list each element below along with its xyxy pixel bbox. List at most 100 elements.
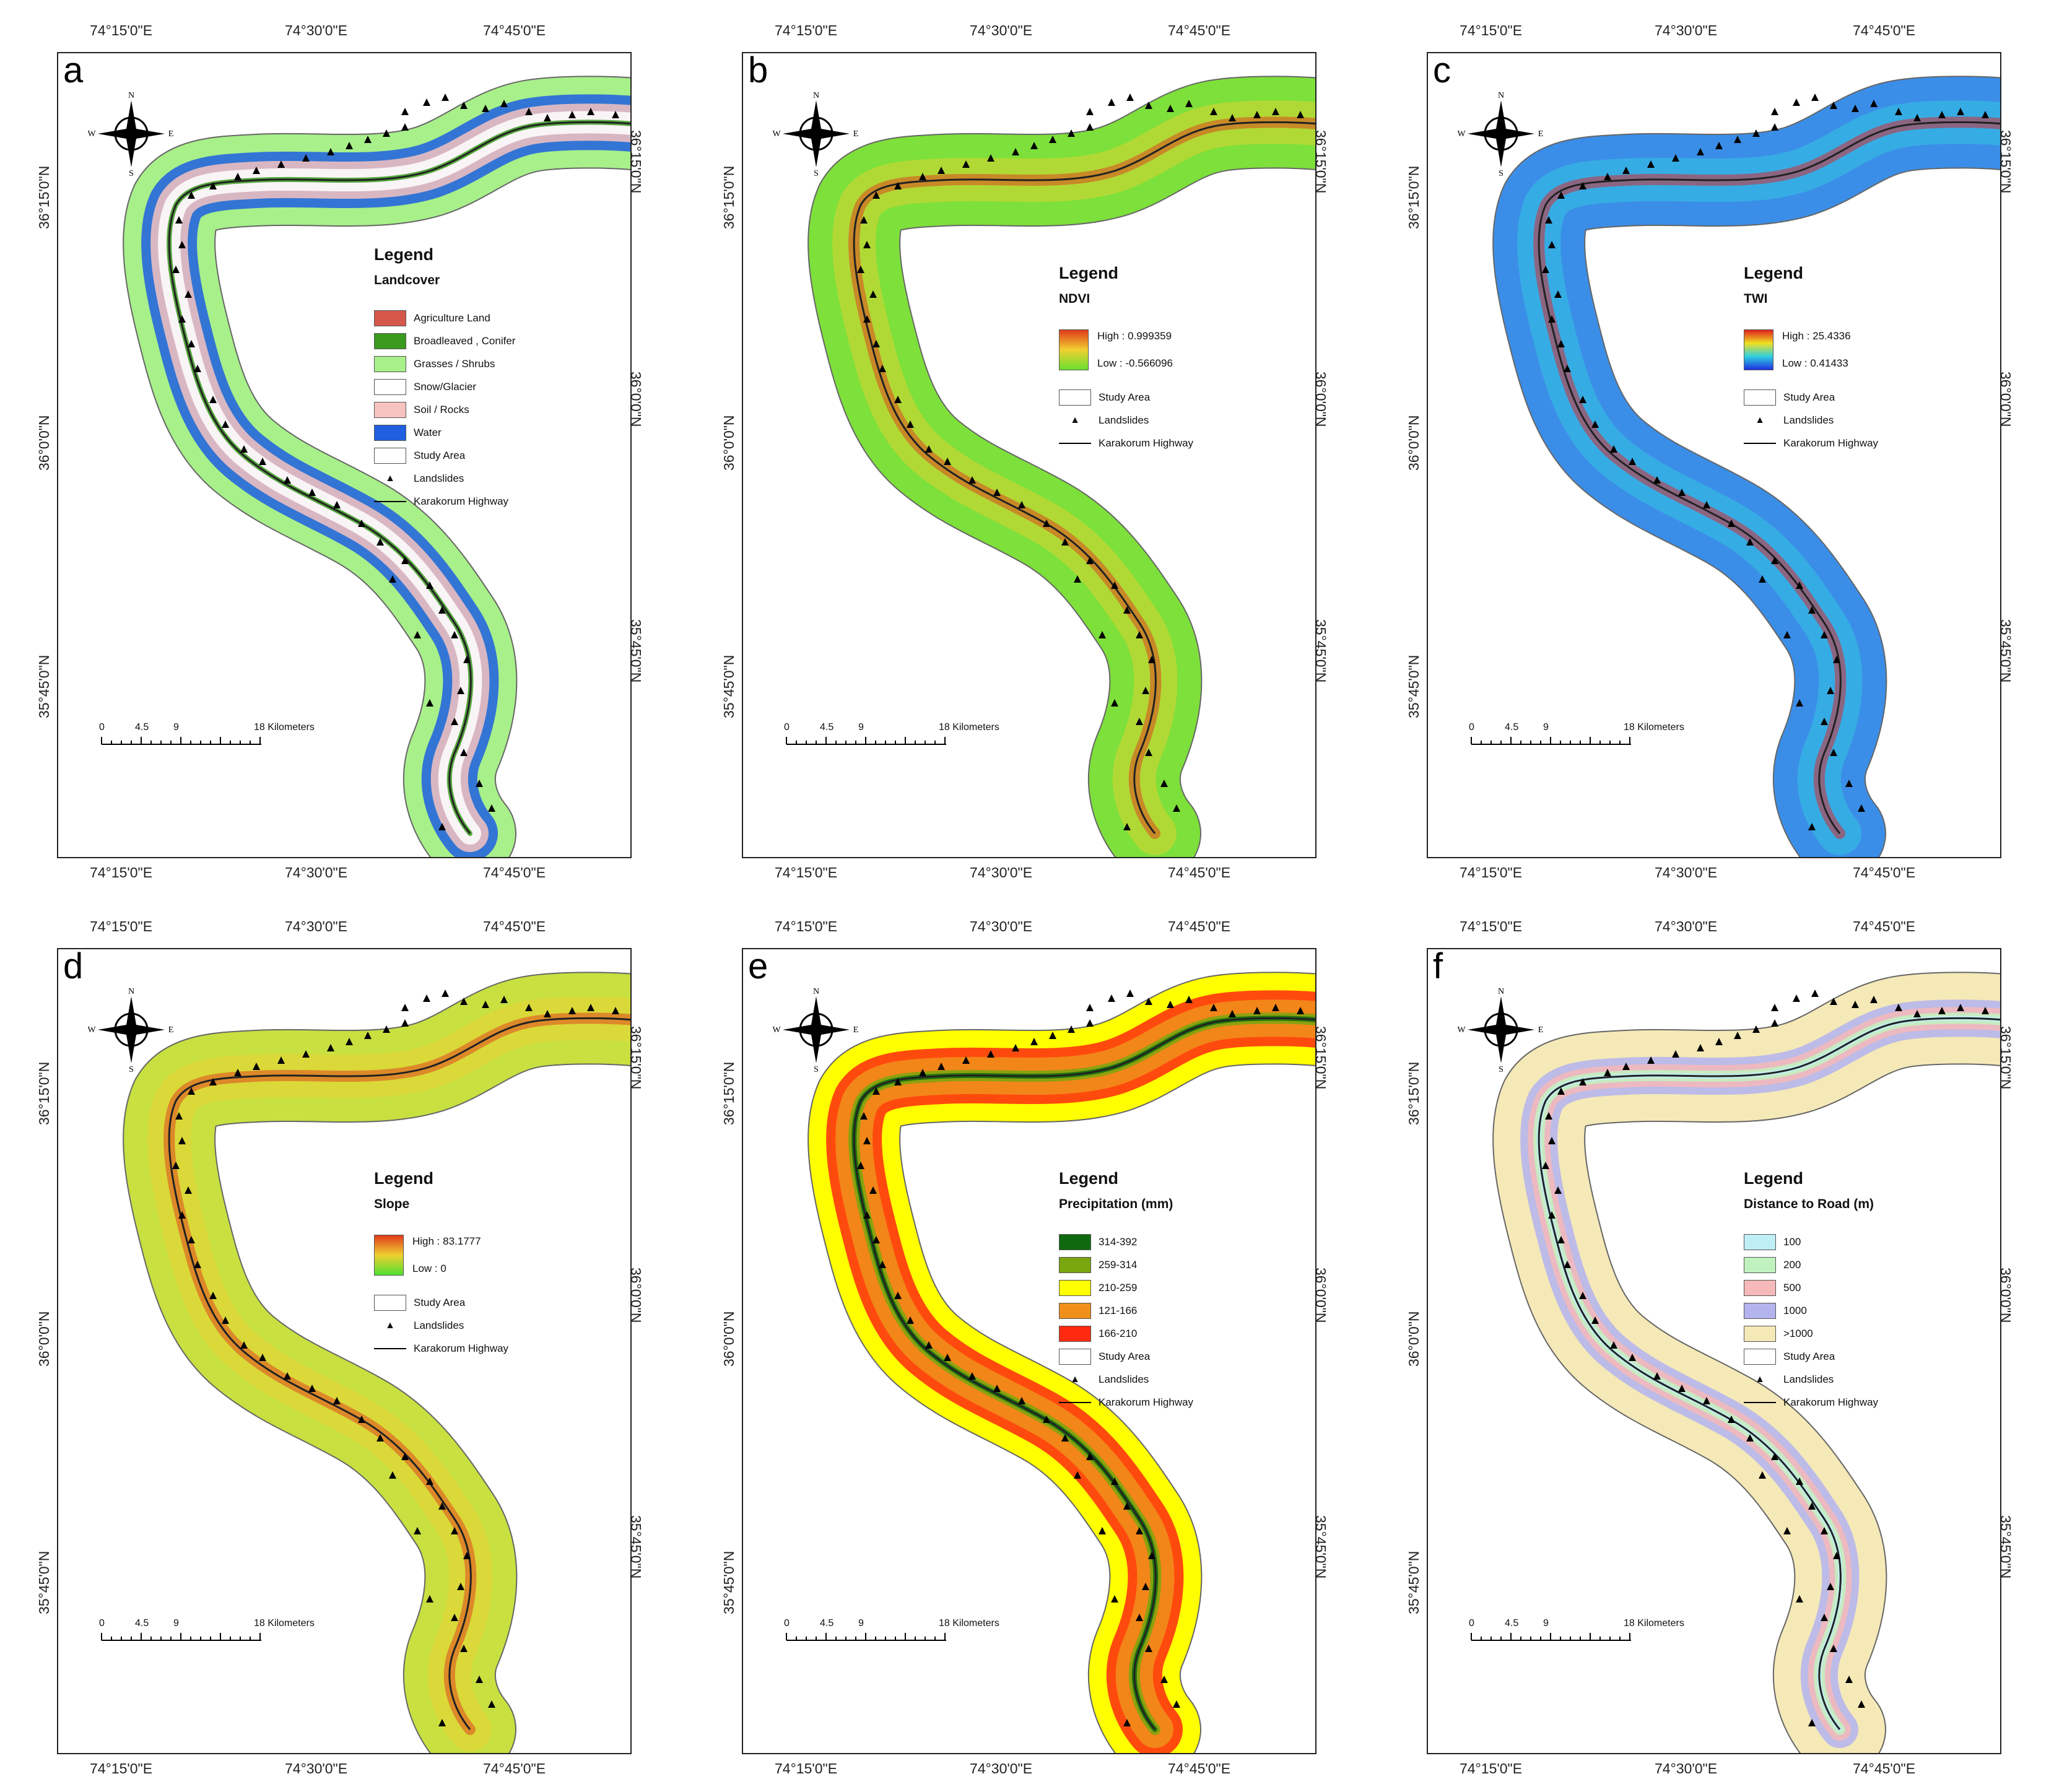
landslide-marker [389, 1471, 396, 1479]
coord-top-label: 74°15'0"E [1460, 918, 1523, 934]
coord-left-label: 35°45'0"N [1406, 1551, 1422, 1614]
legend-swatch [1744, 1279, 1776, 1296]
landslide-marker [1852, 1001, 1859, 1008]
coord-top-label: 74°15'0"E [1460, 22, 1523, 38]
legend-class-label: 1000 [1783, 1304, 1807, 1316]
legend-swatch [1059, 389, 1091, 406]
karakorum-highway-line [1538, 121, 2000, 834]
landslide-marker [1167, 105, 1174, 112]
compass-s-label: S [1499, 1065, 1504, 1073]
landslide-marker [1160, 780, 1168, 787]
legend-study-area-row: Study Area [374, 1291, 508, 1314]
coord-bottom-label: 74°15'0"E [90, 1760, 153, 1777]
landslide-marker [194, 365, 201, 372]
landslide-icon: ▲ [1755, 414, 1765, 425]
legend-class-row: 210-259 [1059, 1276, 1193, 1299]
landslide-marker [1548, 315, 1556, 323]
landslide-marker [1703, 501, 1710, 508]
panel-letter: a [63, 50, 84, 90]
landslide-icon: ▲ [1755, 1373, 1765, 1385]
landslide-marker [863, 315, 871, 323]
landslide-marker [525, 108, 533, 115]
landslide-marker [358, 1416, 365, 1423]
legend-study-area-label: Study Area [414, 449, 466, 461]
landslide-marker [1545, 1112, 1552, 1120]
coord-top-label: 74°30'0"E [970, 22, 1033, 38]
legend-class-label: Soil / Rocks [414, 403, 469, 415]
legend-class-row: 314-392 [1059, 1230, 1193, 1253]
landslide-marker [1542, 1162, 1549, 1169]
landslide-marker [482, 105, 489, 112]
landslide-marker [383, 129, 390, 137]
legend-highway-row: Karakorum Highway [374, 490, 515, 513]
legend-study-area-label: Study Area [414, 1296, 466, 1308]
landslide-marker [1074, 1471, 1081, 1479]
landslide-marker [857, 1162, 864, 1169]
landslide-marker [962, 160, 970, 168]
compass-n-label: N [813, 987, 819, 996]
compass-s-label: S [129, 1065, 134, 1073]
legend-class-row: Grasses / Shrubs [374, 352, 515, 375]
landslide-marker [178, 1137, 186, 1144]
landslide-marker [1173, 1700, 1180, 1708]
landslide-marker [1827, 687, 1834, 694]
scale-label: 9 [173, 722, 179, 733]
landslide-marker [968, 1372, 976, 1380]
landslide-marker [1604, 1069, 1611, 1076]
scale-label: 4.5 [820, 1618, 834, 1629]
landslide-marker [1629, 458, 1636, 465]
landslide-marker [1830, 102, 1837, 109]
landslide-marker [442, 94, 449, 101]
coord-top-label: 74°30'0"E [1655, 22, 1718, 38]
landslide-marker [194, 1261, 201, 1268]
coord-bottom-label: 74°15'0"E [775, 864, 838, 881]
highway-line-icon [1059, 442, 1091, 444]
coord-top-label: 74°15'0"E [90, 918, 153, 934]
legend-highway-row: Karakorum Highway [1744, 432, 1878, 455]
legend-swatch [374, 378, 406, 395]
compass-s-label: S [814, 169, 819, 177]
landslide-marker [1796, 699, 1803, 707]
landslide-marker [1629, 1354, 1636, 1361]
legend-class-row: 100 [1744, 1230, 1878, 1253]
landslide-marker [1099, 631, 1106, 638]
landslide-marker [1913, 1010, 1921, 1017]
landslide-marker [1622, 1063, 1630, 1070]
scale-bar: 0 4.5 9 18 Kilometers [1469, 1618, 1692, 1644]
landslide-marker [1604, 173, 1611, 180]
legend: Legend TWI High : 25.4336 Low : 0.41433 Stud… [1744, 264, 1878, 455]
legend-swatch [374, 401, 406, 418]
map-frame: a N S W E Legend Landcover Agriculture Land Broa… [57, 50, 632, 858]
landslide-marker [894, 1292, 902, 1299]
compass-n-label: N [1498, 987, 1504, 996]
landslide-marker [1136, 631, 1143, 638]
landslide-marker [185, 290, 192, 298]
karakorum-highway-line [168, 1017, 630, 1730]
landslide-marker [476, 1676, 483, 1683]
landslide-marker [1895, 108, 1902, 115]
landslide-marker [460, 102, 468, 109]
coord-left-label: 36°15'0"N [721, 165, 737, 229]
legend-swatch [374, 447, 406, 464]
landslide-icon: ▲ [385, 472, 395, 484]
landslide-marker [185, 1186, 192, 1194]
coord-top-label: 74°30'0"E [970, 918, 1033, 934]
legend-swatch [374, 1294, 406, 1311]
scale-label: 18 Kilometers [254, 722, 315, 733]
landslide-marker [1043, 520, 1050, 527]
map-frame: f N S W E Legend Distance to Road (m) 100 200 500… [1427, 946, 2001, 1754]
scale-label: 0 [99, 722, 105, 733]
landslide-marker [1272, 108, 1279, 115]
coord-bottom-label: 74°45'0"E [1168, 864, 1231, 881]
legend-swatch [1059, 1348, 1091, 1365]
karakorum-highway-line [853, 121, 1315, 834]
landslide-marker [1821, 1527, 1828, 1534]
landslide-marker [259, 1354, 266, 1361]
compass-e-label: E [853, 1025, 859, 1035]
landslide-marker [1061, 1434, 1069, 1442]
landslide-marker [1099, 1527, 1106, 1534]
landslide-marker [1771, 557, 1778, 564]
landslide-marker [451, 718, 458, 725]
landslide-marker [1858, 1700, 1865, 1708]
legend-highway-label: Karakorum Highway [1099, 1396, 1194, 1408]
